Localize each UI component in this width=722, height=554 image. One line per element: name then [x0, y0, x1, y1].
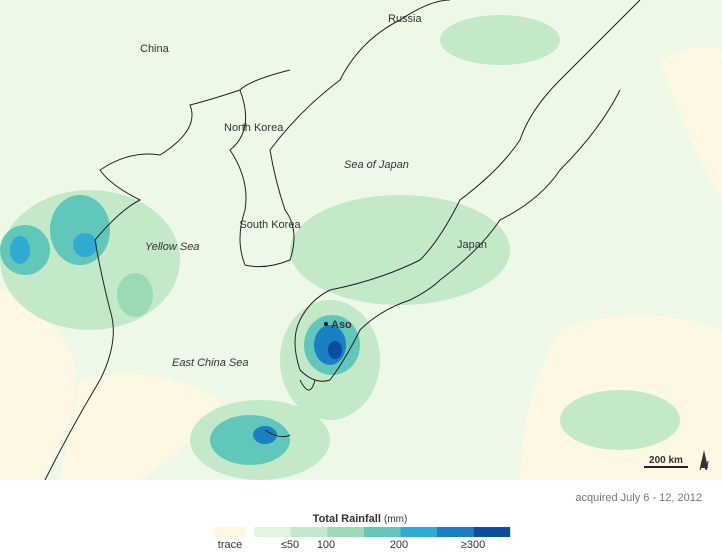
place-labels: Russia China North Korea South Korea Jap…	[140, 13, 487, 369]
legend-title-text: Total Rainfall	[313, 513, 381, 525]
legend-swatch	[290, 527, 328, 537]
sea-label: Sea of Japan	[344, 159, 409, 171]
marker-dot	[324, 322, 328, 326]
legend-unit: (mm)	[384, 514, 407, 525]
rainfall-areas	[0, 15, 680, 480]
sea-label: East China Sea	[172, 357, 248, 369]
legend-swatch	[400, 527, 437, 537]
scale-bar: 200 km	[644, 455, 688, 468]
legend-swatch	[473, 527, 511, 537]
sea-label: Yellow Sea	[145, 241, 199, 253]
north-pointer	[700, 450, 708, 468]
legend-swatch	[254, 527, 291, 537]
legend-swatch	[327, 527, 364, 537]
place-label: South Korea	[239, 219, 301, 231]
place-label: South Korea	[239, 219, 301, 231]
caption: acquired July 6 - 12, 2012	[575, 492, 702, 504]
coastlines	[44, 0, 641, 481]
legend-label: ≤50	[281, 539, 299, 551]
legend-swatch	[437, 527, 474, 537]
legend-label: 100	[317, 539, 335, 551]
legend-label: 200	[390, 539, 408, 551]
legend-swatch	[363, 527, 401, 537]
legend-title: Total Rainfall (mm)	[313, 513, 408, 525]
place-label: North Korea	[224, 122, 284, 134]
north-arrow: N	[699, 450, 709, 473]
legend-label: trace	[218, 539, 242, 551]
place-label: Russia	[388, 13, 423, 25]
place-label: China	[140, 43, 170, 55]
place-label: Japan	[457, 239, 487, 251]
north-label: N	[699, 458, 709, 473]
marker-label: Aso	[331, 319, 352, 331]
legend: trace ≤50 100 200 ≥300	[214, 527, 511, 551]
legend-label: ≥300	[461, 539, 485, 551]
legend-swatch	[214, 527, 246, 537]
scale-label: 200 km	[649, 455, 683, 466]
